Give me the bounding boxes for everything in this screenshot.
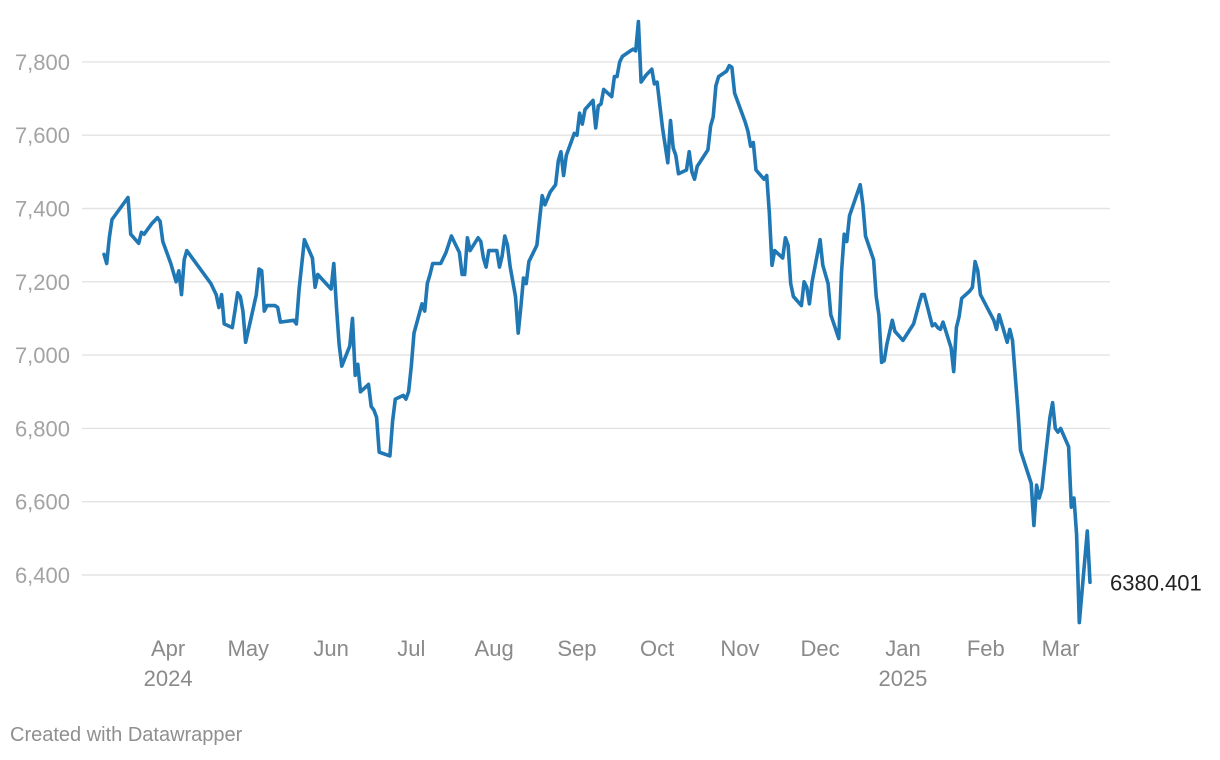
end-value-label: 6380.401: [1110, 570, 1202, 595]
line-chart: 6,400 6,600 6,800 7,000 7,200 7,400 7,600 7,800…: [15, 19, 1202, 691]
x-tick-label: Dec: [801, 636, 840, 661]
series-line: [102, 19, 1092, 625]
x-tick-label: Mar: [1042, 636, 1080, 661]
x-tick-label: Feb: [967, 636, 1005, 661]
y-axis: 6,400 6,600 6,800 7,000 7,200 7,400 7,600 7,800: [15, 50, 70, 588]
series-layer: [102, 19, 1092, 625]
x-tick-label: Jul: [397, 636, 425, 661]
x-tick-year-label: 2025: [878, 666, 927, 691]
y-tick-label: 6,600: [15, 490, 70, 515]
y-tick-label: 7,200: [15, 270, 70, 295]
y-tick-label: 7,000: [15, 343, 70, 368]
x-axis: Apr 2024 May Jun Jul Aug Sep Oct Nov Dec Jan 2025 Fe…: [144, 636, 1080, 691]
y-tick-label: 7,800: [15, 50, 70, 75]
x-tick-label: Jan: [885, 636, 920, 661]
x-tick-label: Oct: [640, 636, 674, 661]
x-tick-year-label: 2024: [144, 666, 193, 691]
y-tick-label: 7,600: [15, 123, 70, 148]
x-tick-label: May: [228, 636, 270, 661]
gridlines: [82, 61, 1110, 576]
x-tick-label: Sep: [557, 636, 596, 661]
x-tick-label: Apr: [151, 636, 185, 661]
y-tick-label: 7,400: [15, 197, 70, 222]
datawrapper-credit: Created with Datawrapper: [10, 724, 243, 746]
end-label-layer: 6380.401: [1110, 570, 1202, 595]
x-tick-label: Jun: [313, 636, 348, 661]
x-tick-label: Aug: [475, 636, 514, 661]
x-tick-label: Nov: [720, 636, 759, 661]
y-tick-label: 6,800: [15, 416, 70, 441]
y-tick-label: 6,400: [15, 563, 70, 588]
